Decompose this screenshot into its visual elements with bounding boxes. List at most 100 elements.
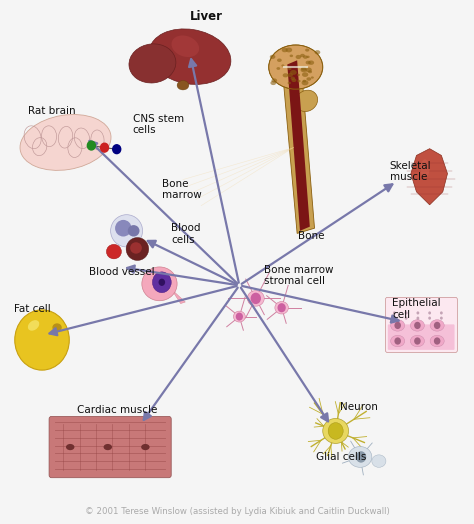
Text: Cardiac muscle: Cardiac muscle bbox=[77, 405, 157, 415]
Ellipse shape bbox=[106, 244, 121, 259]
Text: Bone marrow
stromal cell: Bone marrow stromal cell bbox=[264, 265, 334, 286]
Ellipse shape bbox=[301, 67, 306, 71]
Circle shape bbox=[394, 337, 401, 345]
Ellipse shape bbox=[141, 444, 150, 450]
Ellipse shape bbox=[302, 80, 306, 82]
Ellipse shape bbox=[302, 72, 308, 77]
Ellipse shape bbox=[296, 55, 301, 59]
Polygon shape bbox=[287, 60, 310, 231]
Text: Skeletal
muscle: Skeletal muscle bbox=[390, 161, 431, 182]
Ellipse shape bbox=[300, 54, 305, 57]
Ellipse shape bbox=[288, 82, 291, 84]
Circle shape bbox=[414, 322, 421, 329]
Ellipse shape bbox=[288, 68, 292, 70]
Ellipse shape bbox=[305, 49, 310, 52]
Circle shape bbox=[417, 311, 419, 314]
Ellipse shape bbox=[282, 48, 288, 52]
Circle shape bbox=[440, 311, 443, 314]
Text: Bone
marrow: Bone marrow bbox=[162, 179, 201, 200]
Ellipse shape bbox=[391, 335, 405, 347]
FancyBboxPatch shape bbox=[49, 417, 171, 478]
Ellipse shape bbox=[410, 335, 424, 347]
Ellipse shape bbox=[308, 60, 314, 65]
Ellipse shape bbox=[287, 73, 293, 77]
Ellipse shape bbox=[129, 44, 176, 83]
Ellipse shape bbox=[247, 291, 264, 306]
Circle shape bbox=[328, 423, 343, 439]
Ellipse shape bbox=[283, 73, 288, 78]
Ellipse shape bbox=[410, 320, 424, 331]
Ellipse shape bbox=[103, 444, 112, 450]
Ellipse shape bbox=[292, 79, 296, 82]
Circle shape bbox=[414, 337, 421, 345]
Ellipse shape bbox=[52, 323, 62, 332]
Text: Fat cell: Fat cell bbox=[14, 303, 51, 313]
Ellipse shape bbox=[290, 70, 297, 75]
Circle shape bbox=[236, 313, 243, 321]
Text: © 2001 Terese Winslow (assisted by Lydia Kibiuk and Caitlin Duckwall): © 2001 Terese Winslow (assisted by Lydia… bbox=[85, 507, 389, 516]
Ellipse shape bbox=[28, 320, 39, 331]
Ellipse shape bbox=[270, 55, 275, 59]
Text: Blood
cells: Blood cells bbox=[171, 223, 201, 245]
Text: Blood vessel: Blood vessel bbox=[89, 267, 155, 277]
Text: Liver: Liver bbox=[190, 10, 223, 23]
Ellipse shape bbox=[172, 36, 199, 57]
Polygon shape bbox=[411, 149, 447, 205]
Ellipse shape bbox=[149, 29, 231, 84]
Ellipse shape bbox=[306, 56, 310, 58]
Circle shape bbox=[428, 311, 431, 314]
Circle shape bbox=[15, 310, 69, 370]
Ellipse shape bbox=[272, 79, 277, 83]
Ellipse shape bbox=[297, 74, 300, 76]
Circle shape bbox=[356, 451, 366, 463]
Ellipse shape bbox=[275, 301, 288, 314]
Ellipse shape bbox=[66, 444, 74, 450]
Circle shape bbox=[440, 316, 443, 320]
Ellipse shape bbox=[391, 320, 405, 331]
Polygon shape bbox=[171, 289, 185, 303]
Ellipse shape bbox=[290, 54, 293, 57]
Ellipse shape bbox=[269, 45, 323, 89]
Circle shape bbox=[251, 293, 261, 304]
Circle shape bbox=[434, 337, 440, 345]
Circle shape bbox=[394, 322, 401, 329]
Circle shape bbox=[405, 316, 408, 320]
Ellipse shape bbox=[315, 50, 320, 54]
Ellipse shape bbox=[177, 81, 189, 90]
Ellipse shape bbox=[430, 335, 444, 347]
Circle shape bbox=[405, 311, 408, 314]
Circle shape bbox=[87, 141, 95, 150]
Ellipse shape bbox=[306, 77, 311, 81]
Text: CNS stem
cells: CNS stem cells bbox=[133, 114, 184, 135]
FancyBboxPatch shape bbox=[388, 324, 455, 350]
Ellipse shape bbox=[270, 81, 276, 85]
Circle shape bbox=[428, 316, 431, 320]
Text: Bone: Bone bbox=[298, 231, 325, 241]
Ellipse shape bbox=[295, 90, 318, 112]
Ellipse shape bbox=[308, 70, 312, 73]
Ellipse shape bbox=[420, 159, 429, 178]
Ellipse shape bbox=[303, 56, 308, 59]
Circle shape bbox=[113, 145, 121, 154]
Circle shape bbox=[100, 143, 109, 152]
Ellipse shape bbox=[323, 419, 348, 443]
Ellipse shape bbox=[20, 115, 111, 170]
Ellipse shape bbox=[291, 77, 295, 80]
Ellipse shape bbox=[126, 237, 149, 260]
Circle shape bbox=[434, 322, 440, 329]
Ellipse shape bbox=[286, 48, 292, 52]
Ellipse shape bbox=[305, 68, 312, 72]
Text: Glial cells: Glial cells bbox=[316, 452, 366, 462]
Text: Neuron: Neuron bbox=[340, 402, 378, 412]
Ellipse shape bbox=[110, 215, 143, 247]
Ellipse shape bbox=[301, 68, 307, 72]
Ellipse shape bbox=[306, 61, 311, 64]
Ellipse shape bbox=[130, 242, 142, 254]
Polygon shape bbox=[282, 57, 315, 233]
Ellipse shape bbox=[142, 267, 177, 301]
Ellipse shape bbox=[233, 311, 245, 322]
Circle shape bbox=[153, 272, 171, 293]
Circle shape bbox=[277, 303, 286, 312]
FancyBboxPatch shape bbox=[385, 297, 457, 353]
Ellipse shape bbox=[430, 320, 444, 331]
